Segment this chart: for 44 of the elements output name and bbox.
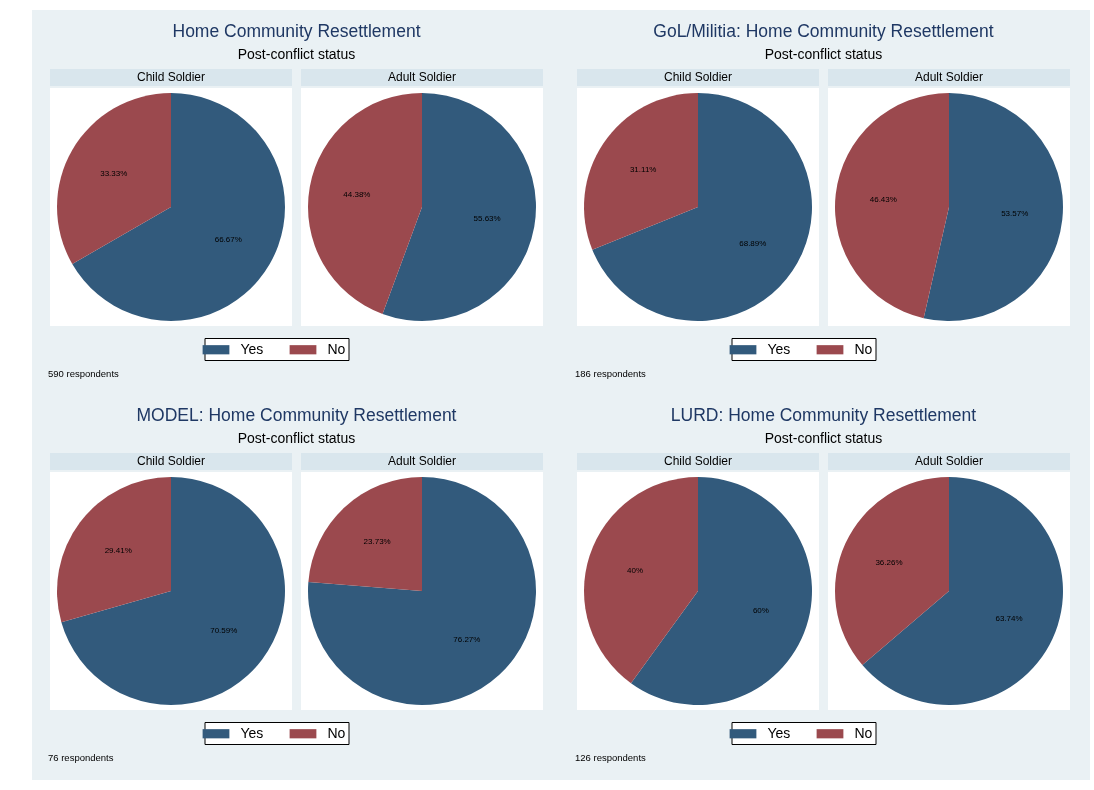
text: 590 respondents (48, 368, 119, 379)
chart-subtitle: Post-conflict status (236, 46, 357, 62)
data-label: 68.89% (739, 238, 767, 248)
data-label: 53.57% (1001, 209, 1029, 219)
data-label: 55.63% (473, 213, 501, 223)
legend-label: No (854, 724, 873, 741)
legend-label: Yes (240, 724, 264, 741)
data-label: 76.27% (453, 634, 481, 644)
chart-title: LURD: Home Community Resettlement (669, 405, 978, 426)
data-label: 31.11% (629, 165, 657, 175)
chart-title: Home Community Resettlement (171, 21, 422, 42)
legend-label: Yes (240, 340, 264, 357)
legend-label: No (327, 340, 346, 357)
data-label: 23.73% (363, 537, 391, 547)
panel-header: Adult Soldier (828, 69, 1070, 86)
chart-subtitle: Post-conflict status (763, 46, 884, 62)
data-label: 60% (752, 606, 769, 616)
chart-subtitle: Post-conflict status (236, 430, 357, 446)
chart-title: MODEL: Home Community Resettlement (135, 405, 458, 426)
panel-header: Child Soldier (50, 69, 292, 86)
chart-title: GoL/Militia: Home Community Resettlement (652, 21, 995, 42)
text: 76 respondents (48, 752, 114, 763)
chart-subtitle: Post-conflict status (763, 430, 884, 446)
data-label: 44.38% (343, 190, 371, 200)
data-label: 63.74% (995, 613, 1023, 623)
panel-header: Adult Soldier (828, 453, 1070, 470)
data-label: 46.43% (869, 194, 897, 204)
panel-header: Adult Soldier (301, 453, 543, 470)
data-label: 29.41% (104, 546, 132, 556)
text: 186 respondents (575, 368, 646, 379)
data-label: 33.33% (100, 168, 128, 178)
legend-label: Yes (767, 724, 791, 741)
data-label: 40% (627, 565, 644, 575)
panel-header: Child Soldier (577, 453, 819, 470)
text: 126 respondents (575, 752, 646, 763)
panel-header: Adult Soldier (301, 69, 543, 86)
legend-label: Yes (767, 340, 791, 357)
legend-label: No (854, 340, 873, 357)
data-label: 36.26% (875, 558, 903, 568)
panel-header: Child Soldier (577, 69, 819, 86)
data-label: 66.67% (214, 235, 242, 245)
legend-label: No (327, 724, 346, 741)
panel-header: Child Soldier (50, 453, 292, 470)
data-label: 70.59% (210, 625, 238, 635)
